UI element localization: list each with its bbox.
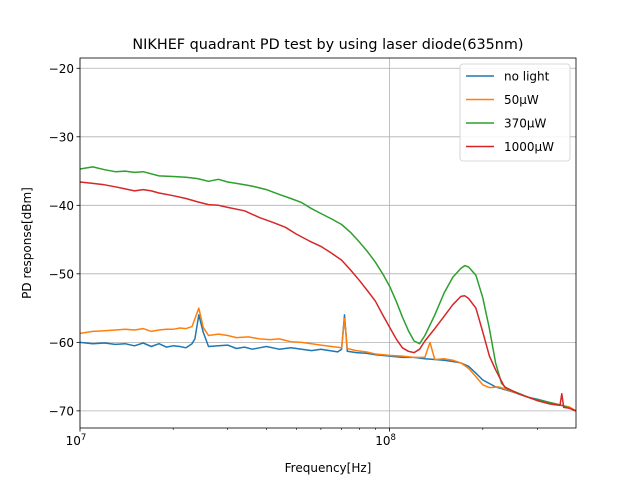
y-axis-label: PD response[dBm] [20, 187, 34, 299]
legend-label: no light [504, 70, 550, 84]
y-tick-label: −50 [49, 267, 74, 281]
series-line-4 [80, 181, 576, 412]
y-tick-label: −20 [49, 62, 74, 76]
legend: no light 50μW 370μW 1000μW [459, 63, 571, 162]
series-line-3 [80, 166, 576, 412]
x-tick-label: 108 [375, 433, 396, 448]
series-lines [80, 166, 576, 412]
legend-box [459, 63, 571, 162]
chart-title: NIKHEF quadrant PD test by using laser d… [132, 37, 523, 53]
x-tick-label: 107 [66, 433, 87, 448]
y-tick-label: −70 [49, 404, 74, 418]
y-axis-ticks: −20 −30 −40 −50 −60 −70 [49, 62, 80, 418]
legend-label: 1000μW [504, 140, 554, 154]
y-tick-label: −40 [49, 199, 74, 213]
x-axis-label: Frequency[Hz] [285, 461, 372, 475]
legend-label: 370μW [504, 117, 547, 131]
series-line-2 [80, 307, 576, 412]
x-axis-ticks: 107 108 [66, 428, 396, 448]
legend-label: 50μW [504, 93, 539, 107]
y-tick-label: −30 [49, 130, 74, 144]
y-tick-label: −60 [49, 336, 74, 350]
series-line-1 [80, 314, 576, 412]
plot-frame [79, 57, 577, 429]
